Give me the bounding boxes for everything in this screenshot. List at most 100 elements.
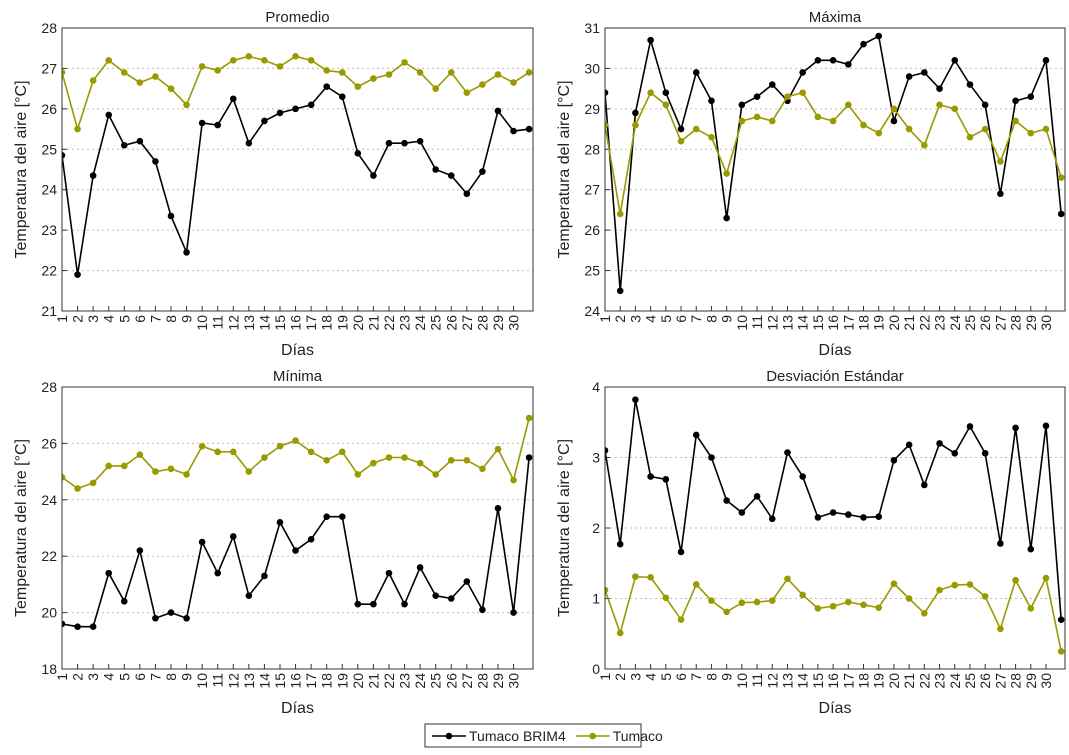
x-tick-label: 4 <box>643 673 659 681</box>
x-tick-label: 20 <box>886 673 902 689</box>
point <box>74 485 81 492</box>
x-tick-label: 3 <box>627 315 643 323</box>
y-tick-label: 20 <box>41 605 57 621</box>
point <box>307 101 315 109</box>
x-tick-label: 27 <box>459 315 475 331</box>
x-tick-label: 15 <box>810 315 826 331</box>
y-tick-label: 27 <box>584 182 600 198</box>
point <box>890 117 898 125</box>
y-tick-label: 27 <box>41 60 57 76</box>
point <box>829 509 837 516</box>
point <box>276 519 284 526</box>
point <box>198 442 206 450</box>
point <box>738 599 746 607</box>
point <box>738 101 746 109</box>
y-tick-label: 26 <box>41 435 57 451</box>
x-tick-label: 21 <box>365 315 381 331</box>
point <box>1012 97 1019 105</box>
x-tick-label: 24 <box>412 673 428 689</box>
point <box>494 71 502 78</box>
x-tick-label: 6 <box>132 673 148 681</box>
plot-area <box>62 387 533 669</box>
point <box>214 121 222 129</box>
point <box>997 540 1004 547</box>
point <box>921 610 928 617</box>
point <box>677 137 685 145</box>
point <box>152 468 159 475</box>
point <box>677 548 685 556</box>
point <box>89 623 97 630</box>
point <box>723 497 730 504</box>
point <box>307 448 315 456</box>
x-tick-label: 19 <box>334 315 350 331</box>
x-tick-label: 5 <box>658 315 674 323</box>
x-tick-label: 11 <box>749 315 765 330</box>
point <box>463 89 471 96</box>
point <box>936 85 943 92</box>
point <box>479 465 486 473</box>
x-tick-label: 7 <box>688 673 704 681</box>
point <box>662 89 670 96</box>
point <box>997 158 1004 165</box>
point <box>753 598 761 606</box>
point <box>494 445 502 453</box>
x-tick-label: 15 <box>810 673 826 689</box>
point <box>261 454 268 461</box>
point <box>616 540 624 548</box>
x-tick-label: 1 <box>597 673 613 681</box>
point <box>662 476 670 483</box>
x-tick-label: 9 <box>179 315 195 323</box>
point <box>89 172 97 179</box>
x-tick-label: 15 <box>272 673 288 689</box>
point <box>708 97 715 105</box>
x-tick-label: 13 <box>241 315 257 331</box>
x-tick-label: 30 <box>1038 673 1054 689</box>
x-tick-label: 30 <box>506 315 522 331</box>
point <box>183 249 190 256</box>
legend-marker <box>589 732 597 740</box>
point <box>136 547 144 554</box>
x-tick-label: 3 <box>85 673 101 681</box>
x-tick-label: 10 <box>734 673 750 689</box>
point <box>753 93 761 101</box>
point <box>152 614 159 622</box>
point <box>463 457 471 464</box>
point <box>120 141 128 149</box>
point <box>105 569 113 577</box>
x-tick-label: 18 <box>856 315 872 331</box>
y-tick-label: 21 <box>41 303 57 319</box>
point <box>62 473 66 481</box>
y-tick-label: 31 <box>584 20 600 36</box>
point <box>1027 93 1035 101</box>
point <box>1057 210 1065 218</box>
point <box>401 139 408 147</box>
point <box>845 511 852 518</box>
point <box>479 606 486 614</box>
x-tick-label: 6 <box>673 673 689 681</box>
point <box>447 457 455 464</box>
x-tick-label: 2 <box>612 673 628 681</box>
point <box>354 471 362 478</box>
point <box>605 586 609 594</box>
point <box>647 574 654 581</box>
x-tick-label: 28 <box>474 673 490 689</box>
x-tick-label: 13 <box>779 315 795 331</box>
point <box>605 89 609 96</box>
point <box>370 459 377 467</box>
point <box>416 137 424 145</box>
point <box>723 608 730 616</box>
point <box>183 614 190 622</box>
point <box>261 117 268 125</box>
point <box>401 454 408 461</box>
point <box>229 448 237 456</box>
series <box>605 573 1065 655</box>
point <box>338 513 346 521</box>
x-tick-label: 12 <box>764 673 780 689</box>
x-tick-label: 13 <box>241 673 257 689</box>
x-tick-label: 8 <box>163 315 179 323</box>
x-tick-label: 26 <box>977 315 993 331</box>
point <box>338 448 346 456</box>
point <box>276 109 284 117</box>
y-tick-label: 3 <box>592 450 600 466</box>
